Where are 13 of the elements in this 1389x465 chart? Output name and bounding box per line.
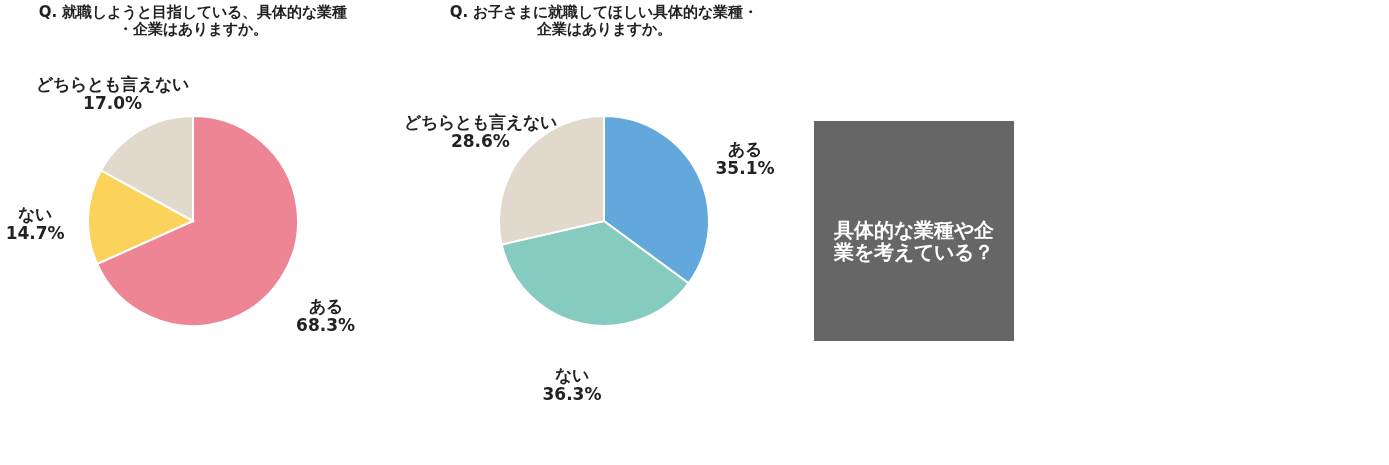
slice-label: どちらとも言えない bbox=[36, 74, 190, 94]
slice-label: ない bbox=[18, 203, 53, 224]
chart-title: Q. お子さまに就職してほしい具体的な業種・企業はありますか。 bbox=[449, 3, 759, 38]
data-label: 17.0% bbox=[83, 93, 143, 113]
text: 具体的な業種や企業を考えている？ bbox=[833, 218, 995, 264]
slice-label: ない bbox=[554, 364, 589, 385]
slice-label: ある bbox=[308, 295, 343, 316]
data-label: 35.1% bbox=[715, 157, 775, 178]
slice-label: ある bbox=[728, 138, 762, 159]
slice-label: どちらとも言えない bbox=[403, 111, 557, 132]
data-label: 28.6% bbox=[450, 130, 510, 151]
chart-title: Q. 就職しようと目指している、具体的な業種・企業はありますか。 bbox=[38, 3, 348, 38]
data-label: 68.3% bbox=[296, 314, 356, 335]
